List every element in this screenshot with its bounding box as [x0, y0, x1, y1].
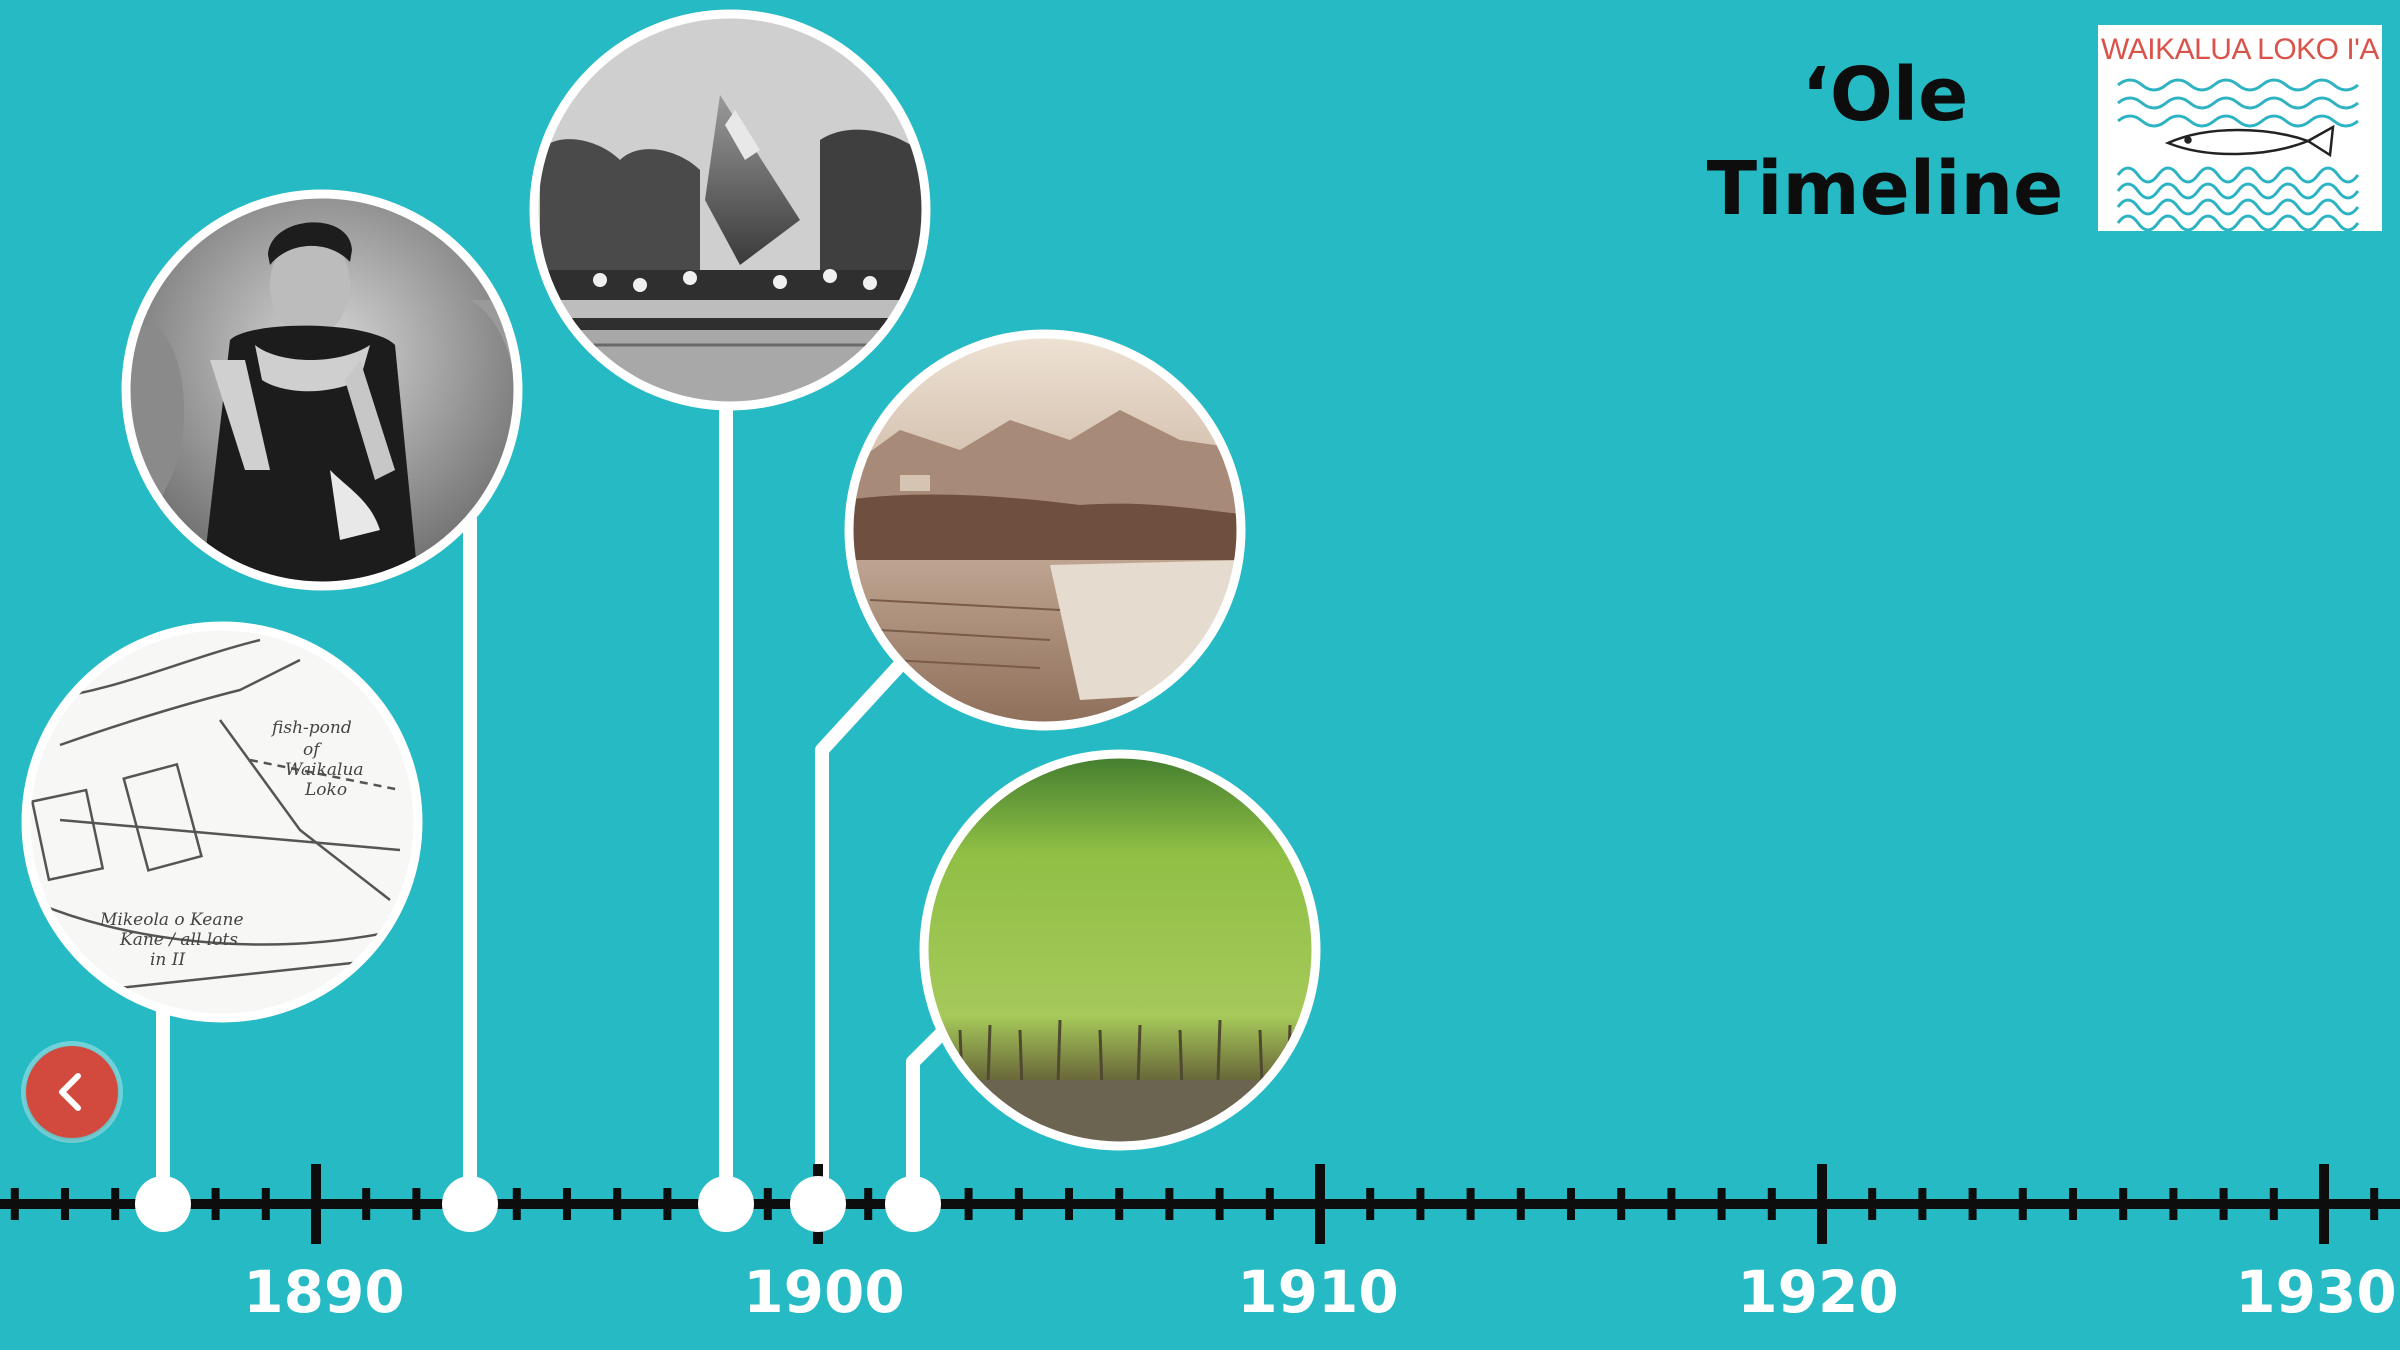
tick-label-1900: 1900 [743, 1258, 904, 1326]
event-node-3[interactable] [698, 1176, 754, 1232]
taro-fields-photo[interactable] [844, 329, 1255, 740]
event-node-4[interactable] [790, 1176, 846, 1232]
page-title-line1: ‘Ole [1801, 52, 1969, 138]
flag-ceremony-photo[interactable] [529, 9, 940, 430]
map-label-fishpond: fish-pond [270, 718, 352, 738]
map-label-of: of [303, 740, 322, 760]
tick-label-1910: 1910 [1237, 1258, 1398, 1326]
event-node-1[interactable] [135, 1176, 191, 1232]
page-title: ‘Ole Timeline [1680, 48, 2090, 236]
tick-label-1890: 1890 [243, 1258, 404, 1326]
chevron-left-icon [59, 1073, 81, 1111]
map-label-lots: in II [150, 950, 186, 970]
timeline-axis [0, 1164, 2400, 1244]
map-label-loko: Loko [304, 780, 347, 800]
waikalua-logo: WAIKALUA LOKO I'A [2098, 25, 2382, 231]
connector-4 [815, 658, 907, 1211]
map-fishpond-photo[interactable]: fish-pond of Waikalua Loko Mikeola o Kea… [20, 620, 430, 1030]
page-title-line2: Timeline [1706, 146, 2064, 232]
map-label-kane: Kane / all lots [119, 930, 238, 950]
event-node-5[interactable] [885, 1176, 941, 1232]
event-node-2[interactable] [442, 1176, 498, 1232]
tick-label-1930: 1930 [2235, 1258, 2396, 1326]
connector-5 [906, 1028, 947, 1211]
fish-wave-icon [2116, 78, 2360, 231]
map-label-waikalua: Waikalua [285, 760, 364, 780]
mangrove-photo[interactable] [919, 749, 1330, 1170]
tick-labels: 1890 1900 1910 1920 1930 [243, 1258, 2396, 1326]
logo-text: WAIKALUA LOKO I'A [2101, 33, 2379, 66]
timeline-connectors [156, 393, 947, 1211]
map-label-mikeola: Mikeola o Keane [99, 910, 244, 930]
tick-label-1920: 1920 [1737, 1258, 1898, 1326]
portrait-queen-photo[interactable] [120, 189, 530, 600]
event-nodes [135, 1176, 941, 1232]
back-button[interactable] [26, 1046, 118, 1138]
